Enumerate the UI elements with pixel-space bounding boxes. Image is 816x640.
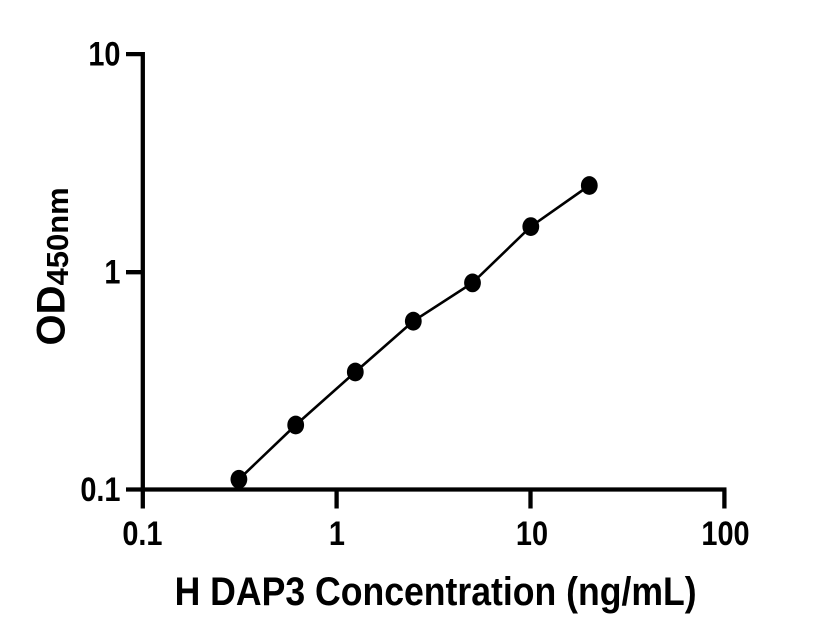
- svg-text:10: 10: [88, 34, 120, 73]
- svg-text:100: 100: [701, 514, 749, 553]
- svg-text:0.1: 0.1: [80, 470, 120, 509]
- svg-text:0.1: 0.1: [122, 514, 162, 553]
- svg-text:10: 10: [516, 514, 548, 553]
- svg-text:1: 1: [329, 514, 345, 553]
- svg-text:1: 1: [104, 252, 120, 291]
- svg-text:H DAP3 Concentration (ng/mL): H DAP3 Concentration (ng/mL): [175, 570, 697, 614]
